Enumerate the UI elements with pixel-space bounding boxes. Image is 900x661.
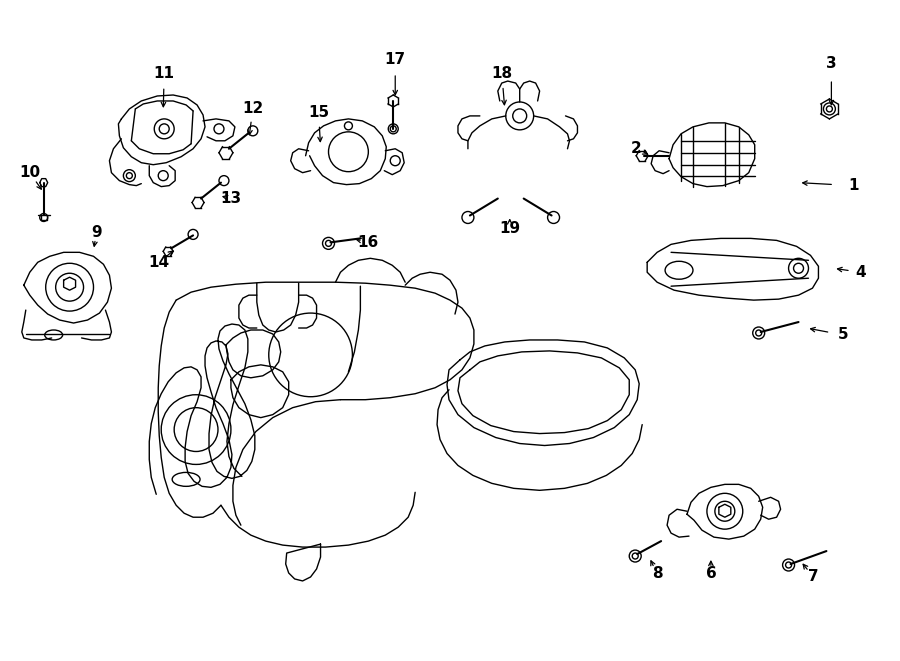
Text: 12: 12	[242, 101, 264, 116]
Text: 15: 15	[308, 105, 329, 120]
Text: 11: 11	[154, 65, 175, 81]
Text: 2: 2	[631, 141, 642, 156]
Text: 10: 10	[19, 165, 40, 180]
Text: 19: 19	[500, 221, 520, 236]
Text: 5: 5	[838, 327, 849, 342]
Text: 1: 1	[848, 178, 859, 193]
Text: 9: 9	[91, 225, 102, 240]
Text: 13: 13	[220, 191, 241, 206]
Text: 3: 3	[826, 56, 837, 71]
Text: 8: 8	[652, 566, 662, 582]
Text: 4: 4	[855, 265, 866, 280]
Text: 6: 6	[706, 566, 716, 582]
Text: 14: 14	[148, 254, 170, 270]
Text: 7: 7	[808, 570, 819, 584]
Text: 17: 17	[384, 52, 406, 67]
Text: 16: 16	[357, 235, 379, 250]
Text: 18: 18	[491, 65, 512, 81]
